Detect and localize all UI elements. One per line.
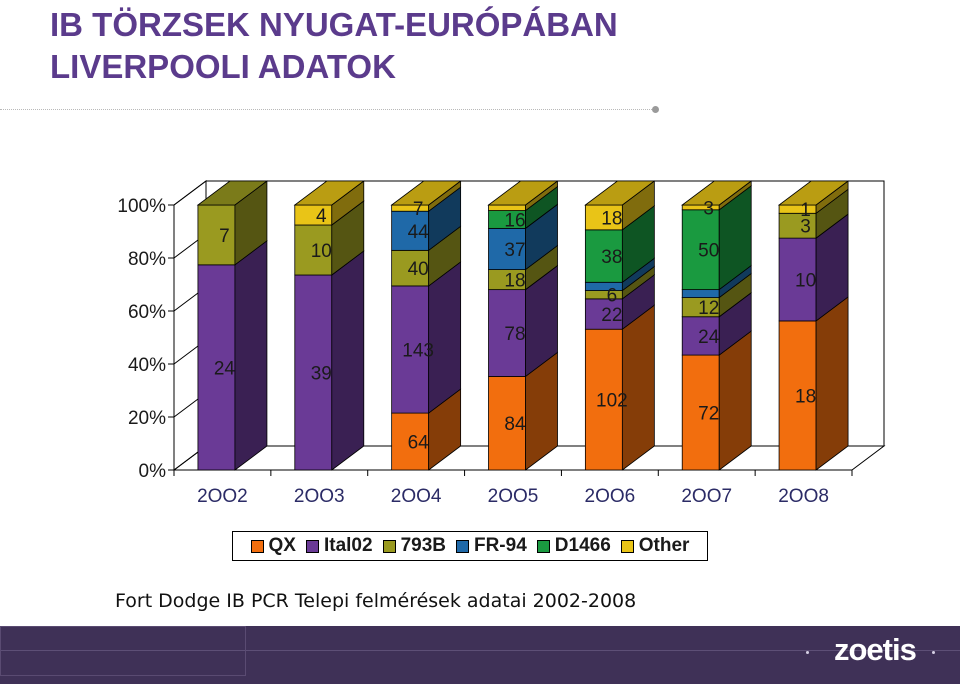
bar-segment-fr-94 [681,289,720,298]
footer-box [0,626,246,676]
data-label: 40 [408,259,429,280]
data-label: 39 [311,364,332,385]
x-tick-label: 2OO5 [488,486,539,507]
data-label: 24 [698,327,720,348]
bar-segment-ital02 [778,237,817,322]
y-tick-label: 0% [139,461,167,482]
legend-swatch-d1466 [536,539,550,553]
legend-swatch-ital02 [305,539,319,553]
bar-segment-793b [778,212,817,239]
legend-item-d1466: D1466 [536,535,611,557]
data-label: 4 [316,206,327,227]
data-label: 6 [607,286,618,307]
legend-label-qx: QX [268,535,296,556]
legend-swatch-fr-94 [455,539,469,553]
footer-bar: zoetis [0,626,960,684]
bar-top-other [681,180,753,206]
bar-segment-793b [294,224,333,276]
bar-side-qx [815,296,849,471]
legend-item-fr-94: FR-94 [455,535,527,557]
legend-label-ital02: Ital02 [323,535,373,556]
data-label: 3 [800,217,811,238]
title-divider [0,109,652,110]
legend-label-fr-94: FR-94 [473,535,527,556]
bar-top-other [777,180,850,206]
bar-side-ital02 [234,240,268,471]
data-label: 18 [504,271,525,292]
data-label: 84 [504,414,526,435]
footer-dot-right [932,651,935,654]
data-label: 78 [504,324,525,345]
x-tick-label: 2OO2 [197,486,248,507]
zoetis-logo: zoetis [834,632,917,667]
bar-top-other [584,180,656,206]
x-tick-label: 2OO4 [391,486,442,507]
data-label: 37 [504,240,525,261]
bar-segment-fr-94 [391,210,430,251]
data-label: 10 [311,241,332,262]
y-tick-label: 20% [128,408,166,429]
footer-dot-left [806,651,809,654]
data-label: 72 [698,404,719,425]
y-tick-label: 80% [128,249,166,270]
legend-label-d1466: D1466 [554,535,611,556]
legend-item-ital02: Ital02 [305,535,373,557]
data-label: 12 [698,298,719,319]
data-label: 44 [408,222,430,243]
chart-legend: QX Ital02 793B FR-94 D1466 Other [232,531,708,561]
data-label: 102 [596,391,628,412]
x-tick-label: 2OO7 [681,486,732,507]
data-label: 18 [795,386,816,407]
bar-segment-ital02 [294,274,333,471]
bar-side-ital02 [428,261,462,414]
bar-segment-ital02 [391,285,430,414]
data-label: 24 [214,358,236,379]
x-tick-label: 2OO6 [585,486,636,507]
legend-label-other: Other [638,535,690,556]
bar-segment-qx [681,354,720,471]
y-tick-diagonal [173,180,207,206]
bar-segment-ital02 [681,316,720,356]
x-tick-label: 2OO8 [778,486,829,507]
bar-top-other [487,180,559,206]
data-label: 22 [601,305,622,326]
footer-divider [0,650,960,651]
bar-segment-793b [197,204,236,266]
bar-side-qx [621,304,655,471]
legend-item-793b: 793B [382,535,446,557]
data-label: 3 [703,198,714,219]
y-tick-label: 60% [128,302,166,323]
legend-label-793b: 793B [400,535,446,556]
legend-item-qx: QX [250,535,296,557]
stacked-bar-chart: 0% 20% 40% 60% 80% 100% 24 7 2OO2 39 10 4 2OO3 64 143 4… [117,180,886,507]
title-line-2: LIVERPOOLI ADATOK [50,48,396,85]
y-tick-label: 40% [128,355,166,376]
legend-swatch-other [620,539,634,553]
legend-swatch-qx [250,539,264,553]
y-tick-label: 100% [117,196,166,217]
source-note: Fort Dodge IB PCR Telepi felmérések adat… [115,590,637,612]
data-label: 143 [402,341,434,362]
data-label: 10 [795,271,816,292]
legend-swatch-793b [382,539,396,553]
data-label: 1 [800,200,811,221]
bar-segment-qx [488,376,526,471]
bar-side-ital02 [331,250,365,471]
data-label: 7 [413,199,424,220]
bar-segment-d1466 [681,209,720,291]
bar-top-other [293,180,365,206]
data-label: 64 [408,433,430,454]
title-divider-dot [652,106,659,113]
title-line-1: IB TÖRZSEK NYUGAT-EURÓPÁBAN [50,6,618,43]
data-label: 38 [601,247,622,268]
bar-segment-fr-94 [488,227,526,270]
x-tick-label: 2OO3 [294,486,345,507]
data-label: 7 [219,226,230,247]
bar-top-793b [196,180,269,206]
data-label: 50 [698,241,719,262]
data-label: 16 [504,210,525,231]
legend-item-other: Other [620,535,690,557]
bar-top-other [390,180,462,206]
data-label: 18 [601,208,622,229]
